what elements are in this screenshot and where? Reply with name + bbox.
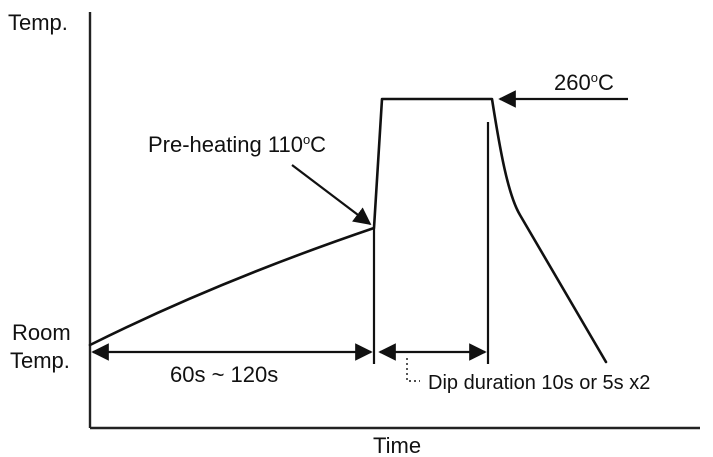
preheat-label: Pre-heating 110oC (148, 132, 326, 157)
preheat-callout-arrow (291, 164, 372, 226)
dip-duration-leader (406, 358, 420, 382)
y-axis-label: Temp. (8, 10, 68, 35)
x-axis-label: Time (373, 433, 421, 457)
temperature-profile-curve (88, 97, 608, 364)
peak-temp-label: 260oC (554, 70, 614, 95)
dip-duration-label: Dip duration 10s or 5s x2 (428, 372, 650, 394)
preheat-duration-label: 60s ~ 120s (170, 362, 278, 387)
room-temp-label-line2: Temp. (10, 348, 70, 373)
room-temp-label-line1: Room (12, 320, 71, 345)
